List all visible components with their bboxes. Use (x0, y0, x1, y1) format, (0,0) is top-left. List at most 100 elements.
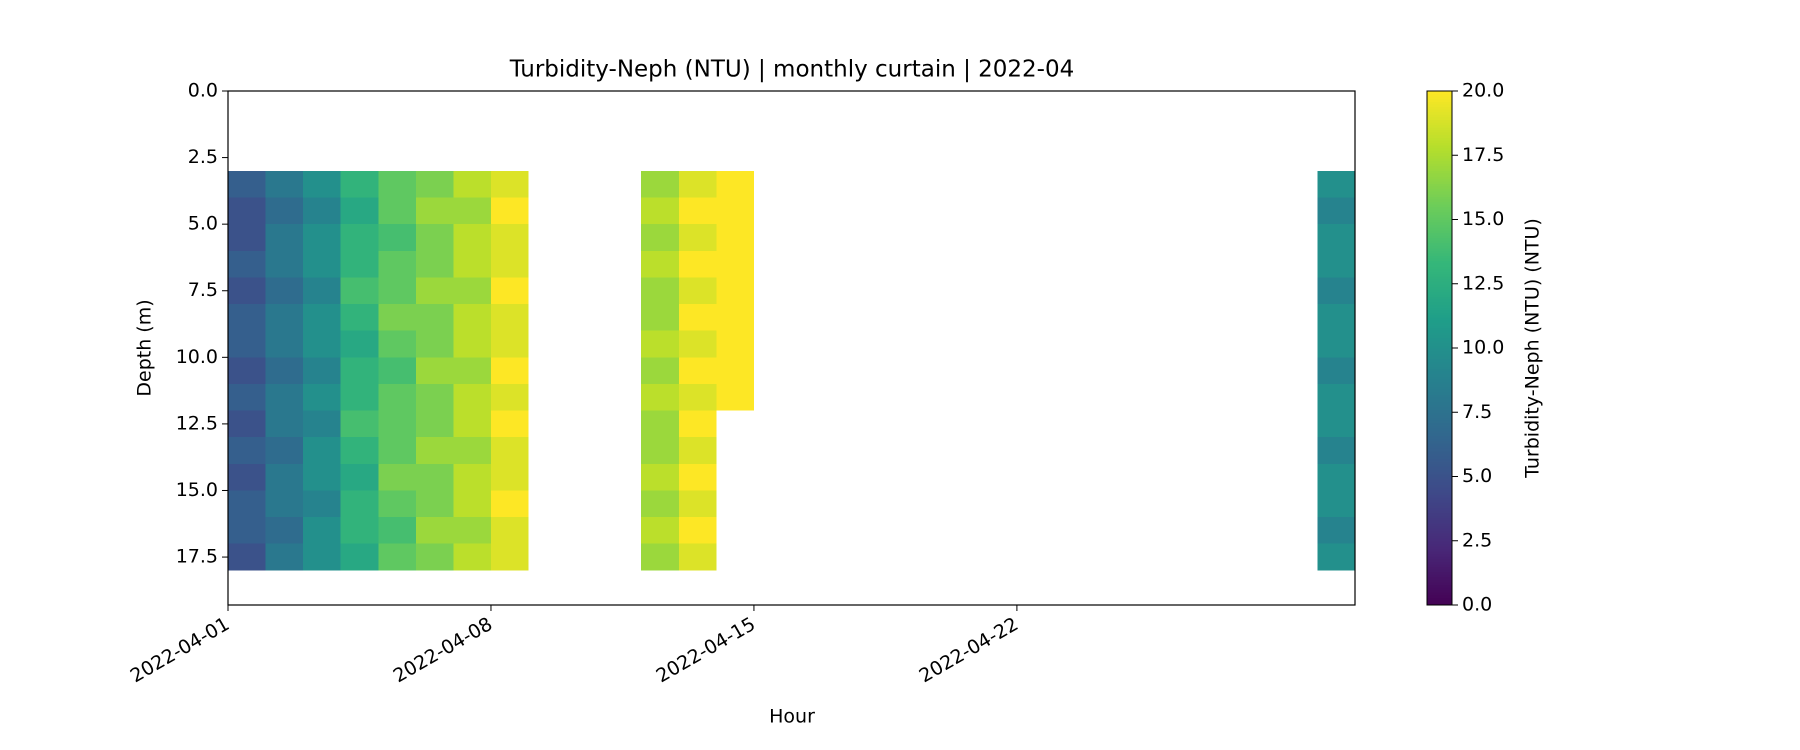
colorbar-swatch (1427, 332, 1452, 336)
colorbar-swatch (1427, 412, 1452, 416)
heat-cell (1317, 357, 1355, 384)
colorbar-swatch (1427, 337, 1452, 341)
colorbar-swatch (1427, 401, 1452, 406)
colorbar-swatch (1427, 237, 1452, 241)
colorbar-swatch (1427, 430, 1452, 434)
colorbar-swatch (1427, 240, 1452, 244)
colorbar-swatch (1427, 252, 1452, 256)
colorbar-tick-label: 15.0 (1462, 208, 1504, 230)
colorbar-swatch (1427, 489, 1452, 493)
colorbar-swatch (1427, 183, 1452, 187)
heat-cell (490, 543, 529, 571)
colorbar-swatch (1427, 533, 1452, 537)
heat-cell (265, 463, 304, 491)
colorbar-swatch (1427, 188, 1452, 192)
colorbar-swatch (1427, 507, 1452, 511)
colorbar-swatch (1427, 566, 1452, 570)
colorbar-swatch (1427, 309, 1452, 313)
heat-cell (303, 410, 341, 438)
heat-cell (228, 437, 266, 464)
colorbar-swatch (1427, 114, 1452, 118)
colorbar-swatch (1427, 476, 1452, 480)
colorbar-swatch (1427, 535, 1452, 539)
heat-cell (415, 330, 454, 358)
colorbar-swatch (1427, 587, 1452, 591)
y-tick-label: 10.0 (176, 346, 218, 368)
y-tick-label: 2.5 (188, 146, 218, 168)
heat-cell (340, 357, 379, 384)
colorbar-swatch (1427, 373, 1452, 377)
heat-cell (641, 197, 679, 225)
heat-cell (340, 383, 379, 411)
heat-cell (678, 277, 717, 305)
heat-cell (415, 490, 454, 518)
colorbar-swatch (1427, 432, 1452, 436)
heat-cell (716, 250, 754, 278)
heat-cell (228, 543, 266, 571)
heat-cell (678, 410, 717, 438)
colorbar-swatch (1427, 147, 1452, 151)
colorbar-swatch (1427, 111, 1452, 115)
colorbar-tick-label: 2.5 (1462, 529, 1492, 551)
heat-cell (340, 463, 379, 491)
colorbar-swatch (1427, 576, 1452, 580)
colorbar-swatch (1427, 473, 1452, 477)
colorbar-swatch (1427, 602, 1452, 606)
heat-cell (415, 543, 454, 571)
heat-cell (678, 304, 717, 331)
heat-cell (641, 250, 679, 278)
heat-cell (265, 517, 304, 544)
heat-cell (265, 437, 304, 464)
colorbar-swatch (1427, 137, 1452, 141)
heat-cell (453, 463, 491, 491)
colorbar-swatch (1427, 417, 1452, 421)
colorbar-swatch (1427, 479, 1452, 483)
heat-cell (378, 410, 416, 438)
colorbar-swatch (1427, 108, 1452, 113)
colorbar-tick-label: 10.0 (1462, 337, 1504, 359)
colorbar-swatch (1427, 168, 1452, 172)
colorbar-swatch (1427, 427, 1452, 431)
plot-frame (227, 90, 1356, 606)
heat-cell (415, 463, 454, 491)
colorbar-swatch (1427, 404, 1452, 408)
colorbar-swatch (1427, 502, 1452, 506)
colorbar-swatch (1427, 548, 1452, 552)
heat-cell (490, 330, 529, 358)
colorbar-swatch (1427, 216, 1452, 220)
heat-cell (490, 357, 529, 384)
colorbar-swatch (1427, 581, 1452, 585)
colorbar-swatch (1427, 201, 1452, 205)
colorbar-swatch (1427, 376, 1452, 380)
heat-cell (228, 330, 266, 358)
heat-cell (453, 543, 491, 571)
heat-cell (716, 197, 754, 225)
colorbar-swatch (1427, 276, 1452, 280)
colorbar-swatch (1427, 283, 1452, 287)
y-tick-label: 7.5 (188, 279, 218, 301)
heat-cell (340, 197, 379, 225)
colorbar-swatch (1427, 389, 1452, 393)
heat-cell (228, 383, 266, 411)
colorbar-swatch (1427, 340, 1452, 344)
colorbar-swatch (1427, 579, 1452, 583)
heat-cell (265, 304, 304, 331)
heat-cell (340, 543, 379, 571)
heat-cell (641, 463, 679, 491)
heat-cell (1317, 330, 1355, 358)
heat-cell (340, 437, 379, 464)
colorbar-swatch (1427, 520, 1452, 524)
colorbar-swatch (1427, 155, 1452, 159)
heat-cell (1317, 304, 1355, 331)
colorbar-swatch (1427, 378, 1452, 382)
heat-cell (265, 277, 304, 305)
heat-cell (378, 463, 416, 491)
colorbar-swatch (1427, 139, 1452, 143)
colorbar-swatch (1427, 494, 1452, 498)
colorbar-swatch (1427, 540, 1452, 544)
colorbar-swatch (1427, 314, 1452, 318)
colorbar-swatch (1427, 150, 1452, 154)
colorbar-swatch (1427, 345, 1452, 349)
heat-cell (453, 437, 491, 464)
heat-cell (303, 250, 341, 278)
